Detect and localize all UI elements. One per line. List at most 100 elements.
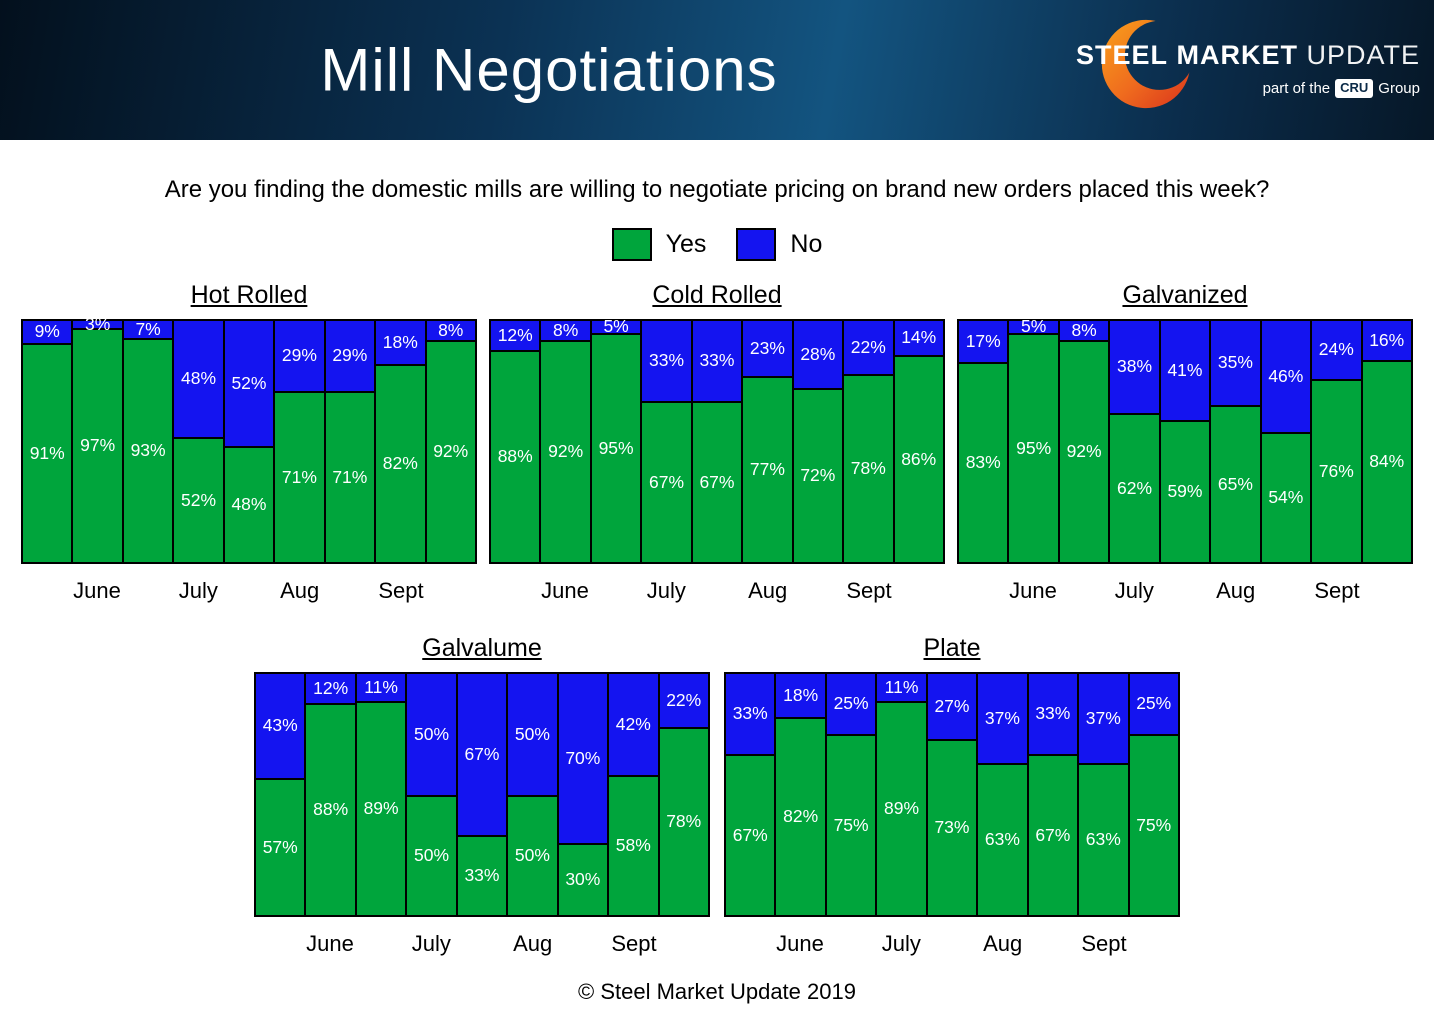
no-value-label: 23% (749, 337, 785, 358)
stacked-bar: 24% 76% (1310, 319, 1363, 564)
stacked-bar: 18% 82% (774, 672, 827, 917)
no-value-label: 3% (85, 313, 111, 334)
smu-logo-wordmark: STEEL MARKET UPDATE (1076, 40, 1420, 71)
yes-segment: 72% (793, 388, 843, 562)
no-segment: 25% (1129, 674, 1178, 735)
yes-segment: 67% (726, 753, 775, 915)
no-value-label: 33% (649, 350, 685, 370)
no-segment: 18% (376, 321, 425, 365)
stacked-bar: 50% 50% (506, 672, 559, 917)
survey-question: Are you finding the domestic mills are w… (164, 176, 1270, 203)
yes-segment: 58% (609, 775, 658, 915)
stacked-bar: 25% 75% (824, 672, 878, 917)
yes-value-label: 33% (464, 865, 500, 886)
yes-segment: 95% (1009, 333, 1058, 562)
stacked-bar: 33% 67% (724, 672, 777, 917)
smu-logo-text: STEEL MARKET UPDATE part of the CRU Grou… (1076, 40, 1420, 98)
no-segment: 50% (407, 674, 456, 795)
stacked-bar: 35% 65% (1209, 319, 1262, 564)
chart-cold-rolled: Cold Rolled 12% 88% 8% 92% 5% 95% 33% 67% 33% 67%… (489, 281, 945, 608)
month-label: June (306, 931, 354, 956)
stacked-bar: 25% 75% (1127, 672, 1180, 917)
no-segment: 7% (123, 318, 173, 339)
yes-value-label: 83% (965, 452, 1001, 473)
yes-value-label: 77% (749, 459, 785, 480)
yes-segment: 89% (356, 700, 406, 915)
yes-segment: 67% (642, 400, 691, 562)
yes-value-label: 67% (699, 471, 735, 492)
month-label: Aug (1216, 578, 1256, 603)
no-value-label: 8% (438, 319, 464, 340)
no-value-label: 7% (135, 318, 161, 339)
yes-segment: 83% (959, 361, 1008, 562)
stacked-bar: 37% 63% (976, 672, 1029, 917)
yes-value-label: 73% (934, 817, 970, 838)
yes-segment: 84% (1362, 359, 1411, 562)
yes-value-label: 78% (666, 811, 702, 832)
copyright: © Steel Market Update 2019 (578, 979, 856, 1004)
no-segment: 33% (642, 321, 691, 401)
no-value-label: 5% (1021, 316, 1047, 337)
month-label: Sept (378, 578, 424, 603)
yes-value-label: 95% (598, 437, 634, 458)
no-segment: 5% (1009, 316, 1058, 337)
stacked-bar: 17% 83% (957, 319, 1010, 564)
stacked-bar: 27% 73% (925, 672, 979, 917)
smu-logo-market: MARKET (1176, 40, 1298, 70)
yes-value-label: 58% (615, 835, 651, 856)
no-value-label: 18% (783, 684, 819, 705)
no-segment: 18% (776, 674, 825, 718)
no-value-label: 24% (1318, 339, 1354, 360)
stacked-bar: 29% 71% (323, 319, 377, 564)
stacked-bar: 3% 97% (71, 313, 124, 564)
yes-segment: 78% (844, 374, 893, 562)
yes-value-label: 71% (281, 466, 317, 487)
stacked-bar: 5% 95% (589, 318, 643, 564)
yes-value-label: 82% (783, 806, 819, 827)
yes-segment: 67% (692, 400, 742, 562)
yes-value-label: 95% (1016, 437, 1052, 458)
month-label: Sept (611, 931, 657, 956)
yes-segment: 62% (1110, 412, 1159, 562)
tagline-prefix: part of the (1262, 79, 1331, 97)
months-row: June July Aug Sept (957, 564, 1413, 608)
stacked-bar: 8% 92% (1057, 319, 1111, 564)
yes-value-label: 89% (363, 797, 399, 818)
yes-segment: 54% (1261, 431, 1311, 562)
no-value-label: 33% (1035, 703, 1071, 723)
no-segment: 14% (894, 321, 943, 355)
no-segment: 67% (457, 674, 507, 836)
yes-value-label: 67% (649, 471, 685, 492)
no-segment: 16% (1362, 321, 1411, 360)
stacked-bar: 28% 72% (791, 319, 845, 564)
legend-yes-swatch (611, 228, 652, 261)
yes-value-label: 75% (833, 814, 869, 835)
smu-logo: STEEL MARKET UPDATE part of the CRU Grou… (1076, 16, 1420, 124)
yes-value-label: 62% (1117, 477, 1153, 498)
no-value-label: 8% (553, 319, 579, 340)
yes-segment: 63% (1079, 763, 1128, 915)
yes-value-label: 75% (1136, 814, 1172, 835)
no-segment: 27% (927, 674, 977, 740)
yes-value-label: 88% (313, 799, 349, 820)
no-value-label: 14% (901, 327, 937, 348)
yes-value-label: 71% (332, 466, 368, 487)
stacked-bar: 16% 84% (1360, 319, 1413, 564)
charts-row-top: Hot Rolled 9% 91% 3% 97% 7% 93% 48% 52% 52% 48% 29… (0, 281, 1434, 608)
months-row: June July Aug Sept (724, 917, 1180, 961)
yes-segment: 93% (123, 337, 173, 562)
no-segment: 50% (508, 674, 557, 795)
months-row: June July Aug Sept (254, 917, 710, 961)
yes-value-label: 50% (414, 845, 450, 865)
legend-no-label: No (790, 230, 823, 258)
chart-title: Hot Rolled (190, 281, 308, 309)
chart-title: Plate (923, 634, 981, 662)
yes-segment: 75% (826, 734, 876, 915)
no-segment: 22% (659, 674, 708, 728)
no-segment: 42% (609, 674, 658, 776)
month-label: July (1114, 578, 1154, 603)
stacked-bar: 67% 33% (455, 672, 509, 917)
no-value-label: 25% (1136, 693, 1172, 714)
month-label: June (1009, 578, 1057, 603)
no-value-label: 11% (364, 676, 398, 697)
